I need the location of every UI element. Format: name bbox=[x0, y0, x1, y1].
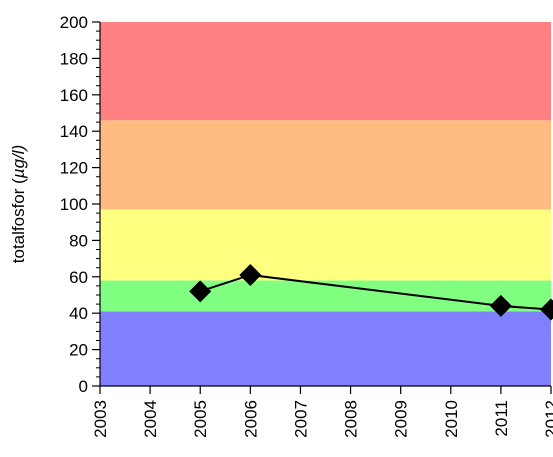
band-1 bbox=[100, 280, 551, 312]
band-2 bbox=[100, 209, 551, 281]
x-tick-label: 2005 bbox=[191, 400, 210, 438]
x-tick-label: 2003 bbox=[91, 400, 110, 438]
y-tick-label: 160 bbox=[60, 86, 88, 105]
x-tick-label: 2008 bbox=[342, 400, 361, 438]
y-title-prefix: totalfosfor ( bbox=[9, 178, 28, 263]
quality-bands bbox=[100, 22, 551, 386]
data-point-2005 bbox=[189, 280, 212, 303]
y-tick-label: 20 bbox=[69, 341, 88, 360]
data-point-2006 bbox=[239, 263, 262, 286]
y-tick-label: 140 bbox=[60, 122, 88, 141]
y-title-unit-rest: g/l) bbox=[9, 145, 28, 169]
data-series bbox=[189, 263, 553, 321]
y-tick-label: 200 bbox=[60, 13, 88, 32]
band-3 bbox=[100, 120, 551, 210]
band-4 bbox=[100, 22, 551, 121]
y-title-unit-symbol: µ bbox=[9, 168, 28, 179]
y-tick-label: 80 bbox=[69, 231, 88, 250]
y-tick-label: 60 bbox=[69, 268, 88, 287]
x-tick-label: 2007 bbox=[291, 400, 310, 438]
x-tick-label: 2010 bbox=[442, 400, 461, 438]
y-tick-label: 120 bbox=[60, 159, 88, 178]
y-tick-label: 40 bbox=[69, 304, 88, 323]
series-line bbox=[199, 273, 552, 311]
y-tick-label: 180 bbox=[60, 49, 88, 68]
y-tick-label: 100 bbox=[60, 195, 88, 214]
axes: 0 20 40 60 80 100 120 140 160 180 200 2003 2004 2005 2… bbox=[60, 13, 553, 438]
data-point-2011 bbox=[489, 294, 512, 317]
y-axis-title: totalfosfor (µg/l) bbox=[9, 145, 28, 263]
data-point-2012 bbox=[540, 298, 553, 321]
x-tick-label: 2006 bbox=[241, 400, 260, 438]
x-tick-label: 2011 bbox=[492, 400, 511, 437]
x-tick-label: 2009 bbox=[392, 400, 411, 438]
x-tick-label: 2004 bbox=[141, 400, 160, 438]
band-0 bbox=[100, 311, 551, 386]
x-tick-label: 2012 bbox=[542, 400, 553, 438]
y-tick-label: 0 bbox=[79, 377, 88, 396]
